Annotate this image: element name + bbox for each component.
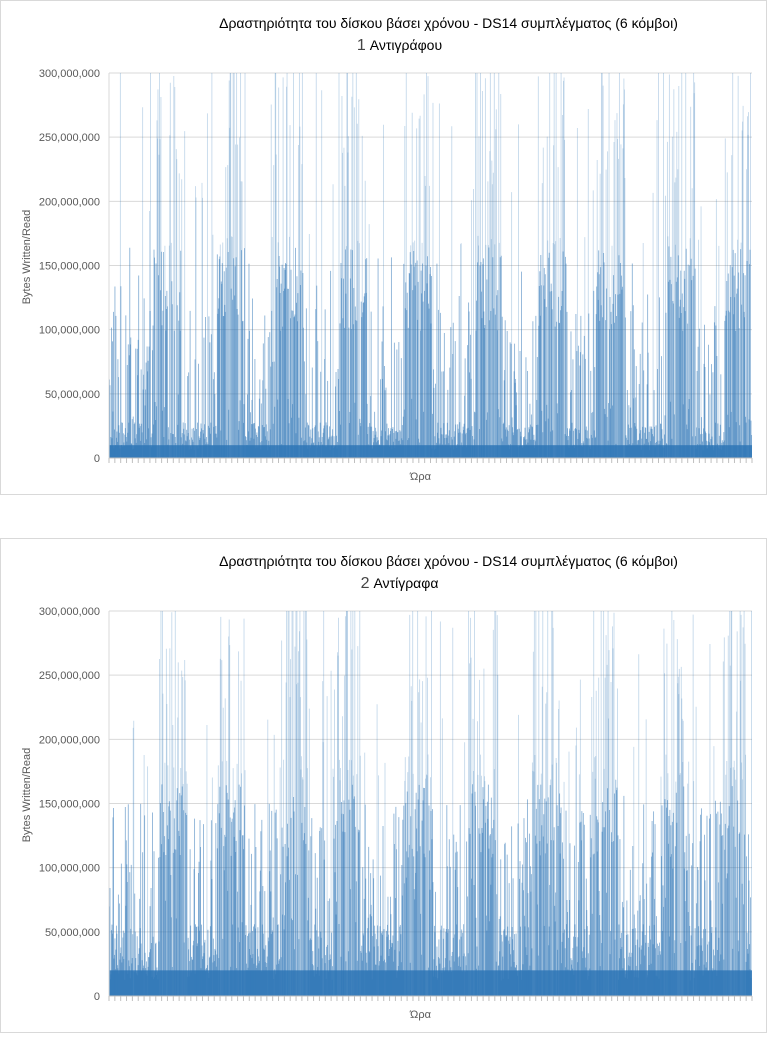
chart-title: Δραστηριότητα του δίσκου βάσει χρόνου - … [219, 553, 678, 569]
chart-subtitle: 1 Αντιγράφου [1, 37, 767, 55]
x-axis-label: Ώρα [409, 1009, 432, 1021]
y-tick-label: 250,000,000 [39, 132, 100, 144]
chart-panel-1: Δραστηριότητα του δίσκου βάσει χρόνου - … [0, 0, 767, 495]
data-series [108, 73, 752, 458]
chart-subtitle: 2 Αντίγραφα [1, 575, 767, 593]
y-tick-label: 0 [94, 453, 100, 465]
chart-svg: 0 50,000,000 100,000,000 150,000,000 200,000… [39, 606, 753, 1021]
subtitle-number: 1 [356, 37, 366, 54]
chart-svg: 0 50,000,000 100,000,000 150,000,000 200,000… [39, 68, 753, 483]
baseline-band [109, 445, 752, 458]
subtitle-number: 2 [360, 575, 370, 592]
y-tick-label: 200,000,000 [39, 734, 100, 746]
y-tick-label: 250,000,000 [39, 670, 100, 682]
chart-title: Δραστηριότητα του δίσκου βάσει χρόνου - … [219, 15, 678, 31]
baseline-band [109, 970, 752, 996]
y-tick-label: 150,000,000 [39, 261, 100, 273]
subtitle-text: Αντίγραφα [373, 575, 439, 591]
y-tick-label: 100,000,000 [39, 863, 100, 875]
y-tick-label: 200,000,000 [39, 196, 100, 208]
x-axis-label: Ώρα [409, 471, 432, 483]
chart-panel-2: Δραστηριότητα του δίσκου βάσει χρόνου - … [0, 538, 767, 1033]
y-tick-label: 300,000,000 [39, 68, 100, 80]
subtitle-text: Αντιγράφου [369, 37, 443, 53]
y-tick-label: 100,000,000 [39, 325, 100, 337]
plot-area: 0 50,000,000 100,000,000 150,000,000 200,000… [1, 539, 767, 1034]
y-tick-label: 150,000,000 [39, 799, 100, 811]
y-tick-label: 50,000,000 [45, 927, 100, 939]
plot-area: 0 50,000,000 100,000,000 150,000,000 200,000… [1, 1, 767, 496]
y-tick-label: 50,000,000 [45, 389, 100, 401]
y-tick-label: 0 [94, 991, 100, 1003]
y-tick-label: 300,000,000 [39, 606, 100, 618]
